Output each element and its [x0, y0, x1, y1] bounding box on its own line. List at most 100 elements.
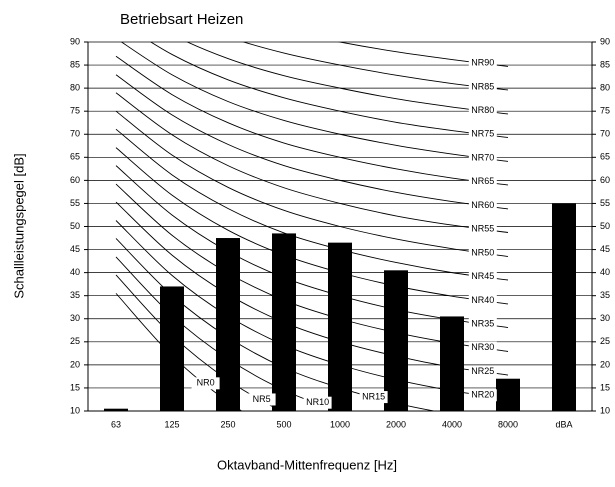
y2-tick-label: 55	[600, 198, 610, 208]
y-tick-label: 65	[70, 152, 80, 162]
y-tick-label: 45	[70, 244, 80, 254]
x-tick-label: 500	[276, 419, 291, 429]
bar	[552, 203, 576, 411]
y2-tick-label: 50	[600, 221, 610, 231]
nr-label-bg	[468, 246, 497, 259]
nr-label-bg	[247, 393, 276, 406]
bar	[216, 238, 240, 411]
nr-label-bg	[468, 81, 497, 94]
nr-curve	[115, 147, 509, 305]
y-tick-label: 85	[70, 59, 80, 69]
y2-tick-label: 30	[600, 313, 610, 323]
y-tick-label: 15	[70, 382, 80, 392]
nr-label: NR25	[471, 366, 494, 376]
y2-tick-label: 15	[600, 382, 610, 392]
nr-label: NR40	[471, 295, 494, 305]
nr-label: NR75	[471, 129, 494, 139]
nr-label-bg	[468, 175, 497, 188]
nr-label: NR60	[471, 200, 494, 210]
bars	[104, 203, 576, 411]
x-tick-label: dBA	[555, 419, 572, 429]
nr-label-bg	[468, 104, 497, 117]
y2-tick-label: 35	[600, 290, 610, 300]
nr-label: NR35	[471, 318, 494, 328]
nr-label-bg	[468, 341, 497, 354]
y-tick-label: 30	[70, 313, 80, 323]
y-tick-label: 75	[70, 106, 80, 116]
nr-label-bg	[468, 57, 497, 70]
y-tick-label: 25	[70, 336, 80, 346]
nr-label-bg	[303, 396, 332, 409]
nr-curve	[115, 128, 509, 281]
nr-curve	[186, 42, 509, 115]
y-tick-label: 70	[70, 129, 80, 139]
nr-label-bg	[468, 128, 497, 141]
nr-label: NR55	[471, 224, 494, 234]
y-tick-label: 55	[70, 198, 80, 208]
x-tick-label: 125	[164, 419, 179, 429]
nr-label: NR45	[471, 271, 494, 281]
nr-label-bg	[468, 365, 497, 378]
nr-label: NR10	[306, 397, 329, 407]
nr-label-bg	[191, 377, 220, 390]
chart-title: Betriebsart Heizen	[120, 11, 243, 28]
nr-curve	[242, 42, 509, 91]
nr-label: NR65	[471, 176, 494, 186]
bar	[160, 286, 184, 411]
y-tick-label: 35	[70, 290, 80, 300]
nr-curve	[149, 42, 509, 138]
bar	[272, 233, 296, 411]
x-tick-label: 8000	[498, 419, 518, 429]
nr-curve	[115, 92, 509, 233]
y2-tick-label: 75	[600, 106, 610, 116]
nr-label-bg	[468, 199, 497, 212]
y-tick-label: 20	[70, 359, 80, 369]
bar	[440, 316, 464, 411]
y-tick-label: 90	[70, 36, 80, 46]
axes: 10 10 15 15 20 20 25 25 30 30 35 35 40 40 45 45 50 50 55 55…	[70, 36, 610, 429]
nr-label-bg	[468, 294, 497, 307]
y2-tick-label: 80	[600, 83, 610, 93]
bar	[496, 378, 520, 411]
y2-tick-label: 40	[600, 267, 610, 277]
nr-label: NR80	[471, 105, 494, 115]
nr-label-bg	[468, 152, 497, 165]
x-tick-label: 1000	[330, 419, 350, 429]
y2-tick-label: 10	[600, 405, 610, 415]
bar	[328, 242, 352, 411]
nr-label: NR0	[197, 378, 215, 388]
y2-tick-label: 85	[600, 59, 610, 69]
nr-label: NR50	[471, 247, 494, 257]
nr-label: NR20	[471, 390, 494, 400]
bar	[384, 270, 408, 411]
y2-tick-label: 25	[600, 336, 610, 346]
x-tick-label: 63	[111, 419, 121, 429]
nr-label: NR85	[471, 81, 494, 91]
x-tick-label: 250	[220, 419, 235, 429]
y2-tick-label: 20	[600, 359, 610, 369]
nr-labels: NR0 NR5 NR10 NR15 NR20 NR25 NR30 NR35 NR40 NR45 NR…	[191, 57, 497, 409]
y2-tick-label: 60	[600, 175, 610, 185]
nr-label-bg	[468, 389, 497, 402]
x-axis-label: Oktavband-Mittenfrequenz [Hz]	[217, 457, 397, 472]
y-tick-label: 80	[70, 83, 80, 93]
y-tick-label: 40	[70, 267, 80, 277]
nr-label-bg	[468, 270, 497, 283]
y-tick-label: 50	[70, 221, 80, 231]
y2-tick-label: 65	[600, 152, 610, 162]
nr-curve	[120, 42, 509, 162]
nr-label: NR90	[471, 58, 494, 68]
x-tick-label: 2000	[386, 419, 406, 429]
y2-tick-label: 90	[600, 36, 610, 46]
y2-tick-label: 45	[600, 244, 610, 254]
nr-curve	[115, 74, 509, 210]
y-axis-label: Schallleistungspegel [dB]	[11, 153, 26, 298]
nr-label: NR30	[471, 342, 494, 352]
nr-curve	[337, 42, 509, 67]
bar	[104, 408, 128, 411]
nr-curve	[115, 55, 509, 186]
y-tick-label: 60	[70, 175, 80, 185]
nr-label: NR5	[253, 394, 271, 404]
y-tick-label: 10	[70, 405, 80, 415]
